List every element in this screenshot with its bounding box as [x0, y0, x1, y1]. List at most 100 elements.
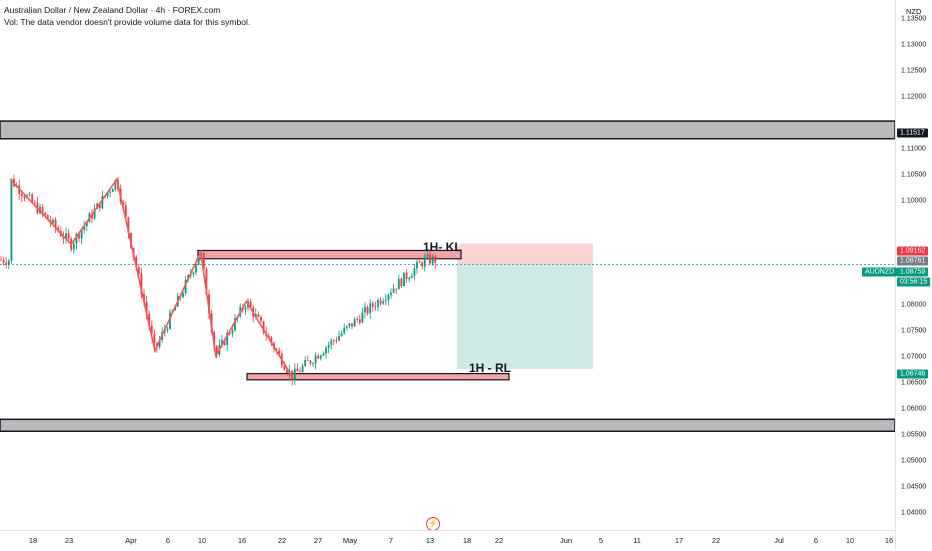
range-level-box: [246, 372, 510, 381]
swing-zigzag-line: [9, 177, 293, 378]
time-tick-label: 6: [165, 536, 171, 545]
candle-body: [28, 194, 31, 196]
stop-badge: 1.09162: [897, 246, 929, 256]
candle-body: [387, 294, 390, 300]
candle-body: [127, 217, 130, 233]
candle-body: [65, 233, 67, 239]
candle-body: [286, 369, 288, 374]
candle-body: [369, 303, 372, 314]
time-tick-label: 11: [633, 536, 641, 545]
candle-body: [330, 340, 333, 346]
candle-body: [296, 368, 299, 372]
candle-body: [299, 371, 301, 373]
candle-body: [85, 222, 88, 227]
chart-area[interactable]: Australian Dollar / New Zealand Dollar ·…: [0, 0, 895, 530]
candle-body: [98, 203, 101, 209]
candle-body: [390, 292, 392, 295]
time-tick-label: 22: [277, 536, 287, 545]
candle-body: [262, 321, 265, 333]
chart-svg[interactable]: [0, 0, 895, 530]
candle-body: [231, 330, 234, 334]
candle-body: [374, 306, 377, 308]
candle-body: [148, 313, 151, 326]
candle-body: [345, 325, 348, 328]
candle-body: [338, 335, 340, 341]
support-zone: [0, 418, 895, 433]
candle-body: [93, 208, 96, 219]
upper-zone-badge: 1.11517: [897, 128, 928, 138]
candle-body: [309, 360, 312, 364]
resistance-zone: [0, 120, 895, 140]
candle-body: [429, 254, 431, 264]
candle-body: [101, 195, 104, 209]
candle-body: [358, 319, 361, 323]
candle-body: [80, 229, 83, 239]
price-tick-label: 1.05000: [901, 457, 926, 464]
candle-body: [283, 365, 286, 370]
stop-loss-zone: [457, 243, 593, 265]
candle-body: [223, 339, 226, 346]
candle-body: [226, 333, 229, 346]
price-tick-label: 1.11000: [901, 146, 926, 153]
candle-body: [140, 273, 143, 295]
price-tick-label: 1.06500: [901, 379, 926, 386]
price-tick-label: 1.13500: [901, 16, 926, 23]
candle-body: [366, 307, 369, 314]
price-tick-label: 1.12000: [901, 94, 926, 101]
candle-body: [20, 194, 23, 197]
candle-body: [244, 307, 247, 310]
candle-body: [257, 314, 260, 318]
candle-body: [166, 328, 169, 331]
entry-badge: 1.08761: [897, 256, 929, 266]
candle-body: [301, 365, 304, 372]
candle-body: [418, 261, 421, 263]
candle-body: [91, 213, 93, 219]
chart-title: Australian Dollar / New Zealand Dollar ·…: [4, 5, 221, 15]
time-tick-label: Apr: [125, 536, 137, 545]
candle-body: [400, 278, 403, 287]
candle-body: [137, 267, 140, 274]
time-tick-label: May: [342, 536, 358, 545]
time-tick-label: 13: [425, 536, 435, 545]
candle-body: [169, 312, 171, 329]
symbol-badge: AUDNZD: [862, 267, 898, 277]
currency-label[interactable]: NZD: [906, 7, 922, 16]
candle-body: [41, 206, 44, 213]
price-tick-label: 1.07500: [901, 327, 926, 334]
price-tick-label: 1.12500: [901, 68, 926, 75]
candle-body: [384, 299, 387, 302]
time-tick-label: 7: [388, 536, 394, 545]
candle-body: [340, 333, 343, 336]
candle-body: [205, 268, 208, 295]
candle-body: [0, 259, 2, 261]
candle-body: [83, 226, 86, 230]
candle-body: [33, 202, 36, 204]
time-axis[interactable]: [0, 530, 895, 551]
time-tick-label: 18: [462, 536, 472, 545]
candle-body: [114, 179, 117, 190]
price-axis-ticks: 1.13500 1.13000 1.12500 1.12000 1.11000 1.105…: [901, 16, 926, 517]
lightning-icon[interactable]: ⚡: [426, 517, 440, 530]
target-badge: 1.06746: [897, 369, 929, 379]
price-tick-label: 1.08000: [901, 301, 926, 308]
countdown-badge: 03:56:15: [897, 277, 931, 287]
candle-body: [423, 257, 426, 267]
candle-body: [109, 191, 112, 193]
time-tick-label: Jul: [774, 536, 784, 545]
candle-body: [348, 323, 351, 326]
candle-body: [392, 288, 395, 293]
candle-body: [67, 233, 70, 239]
candle-body: [62, 236, 65, 239]
time-tick-label: 6: [813, 536, 819, 545]
candle-body: [325, 347, 327, 354]
candle-body: [397, 278, 400, 290]
candle-body: [403, 272, 405, 287]
candle-body: [54, 219, 57, 228]
candle-body: [52, 219, 54, 224]
key-level-box: [197, 249, 462, 260]
candle-body: [122, 201, 125, 206]
candle-body: [106, 192, 109, 197]
candle-body: [2, 259, 5, 263]
candle-body: [158, 340, 161, 347]
candle-body: [124, 205, 127, 218]
